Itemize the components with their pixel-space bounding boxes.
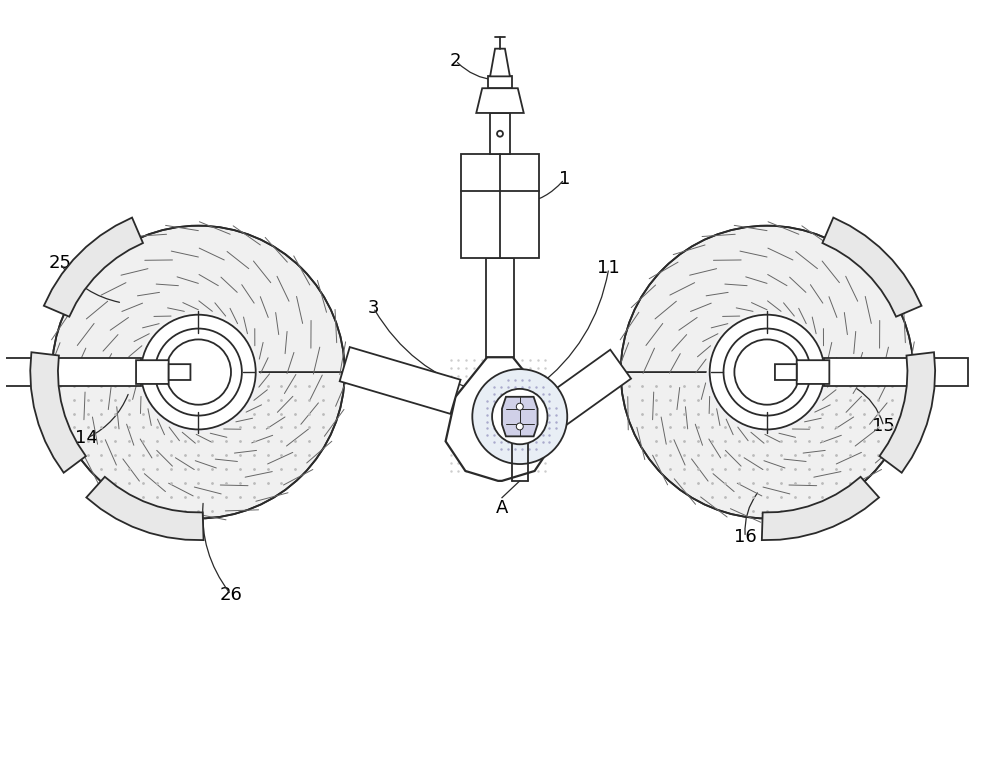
Circle shape [516, 403, 523, 410]
Wedge shape [621, 226, 913, 372]
Polygon shape [822, 217, 922, 316]
Polygon shape [476, 89, 524, 113]
Polygon shape [490, 48, 510, 76]
Circle shape [155, 329, 242, 416]
Circle shape [516, 423, 523, 430]
Polygon shape [880, 352, 935, 472]
Wedge shape [52, 226, 345, 372]
Polygon shape [775, 364, 797, 380]
Text: 1: 1 [559, 170, 570, 188]
Wedge shape [707, 372, 827, 432]
Circle shape [492, 389, 547, 444]
Wedge shape [138, 372, 259, 432]
Text: 3: 3 [368, 299, 379, 316]
Polygon shape [797, 360, 829, 384]
Polygon shape [30, 352, 86, 472]
Polygon shape [530, 407, 547, 446]
Wedge shape [52, 372, 345, 519]
Text: 25: 25 [48, 254, 71, 273]
Polygon shape [537, 350, 631, 431]
Polygon shape [340, 347, 461, 414]
Polygon shape [762, 477, 879, 540]
Text: 15: 15 [872, 417, 895, 435]
Circle shape [497, 131, 503, 137]
Circle shape [166, 339, 231, 405]
Polygon shape [86, 477, 204, 540]
Polygon shape [169, 364, 190, 380]
Text: 11: 11 [597, 259, 620, 277]
Circle shape [138, 312, 259, 432]
Bar [461, 154, 539, 258]
Polygon shape [502, 397, 538, 436]
Bar [490, 113, 510, 154]
Polygon shape [446, 357, 554, 481]
Circle shape [724, 329, 811, 416]
Bar [486, 258, 514, 357]
Wedge shape [621, 372, 913, 519]
Polygon shape [824, 358, 968, 386]
Circle shape [710, 315, 824, 429]
Circle shape [141, 315, 256, 429]
Text: 16: 16 [734, 528, 757, 547]
Circle shape [734, 339, 800, 405]
Polygon shape [0, 358, 141, 386]
Text: 2: 2 [450, 51, 461, 70]
Text: 14: 14 [75, 429, 98, 447]
Polygon shape [44, 217, 143, 316]
Wedge shape [472, 369, 567, 464]
Text: 26: 26 [220, 586, 242, 603]
Circle shape [707, 312, 827, 432]
Polygon shape [136, 360, 169, 384]
Text: A: A [496, 499, 508, 516]
Bar [488, 76, 512, 89]
